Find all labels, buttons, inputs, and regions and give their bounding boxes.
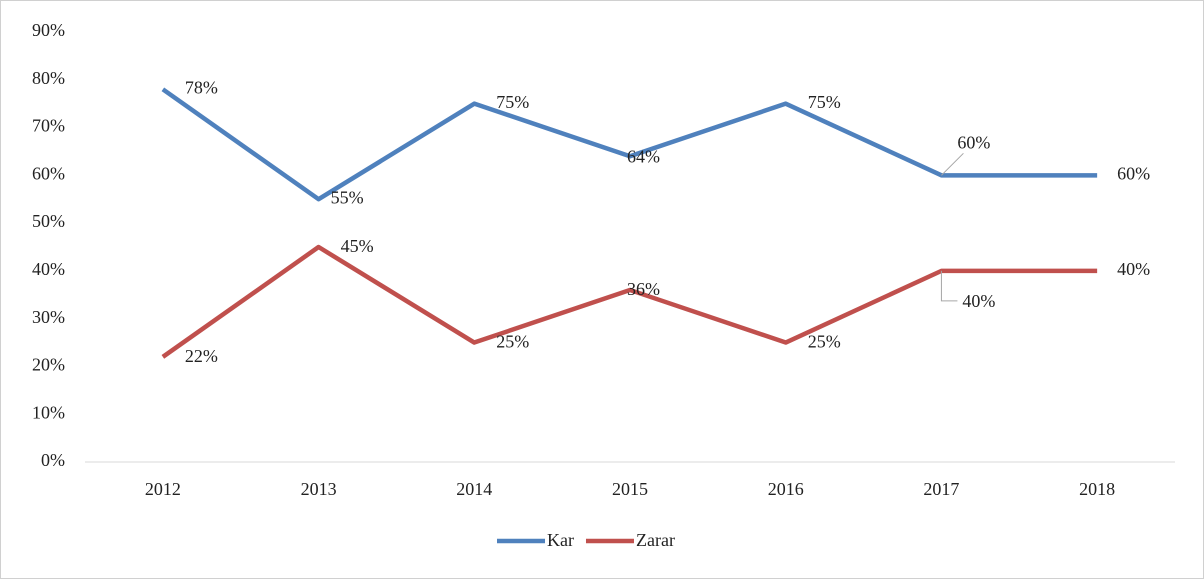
data-label: 60% xyxy=(957,132,990,152)
data-label: 40% xyxy=(962,291,995,311)
y-tick-label: 40% xyxy=(32,259,65,279)
data-label: 45% xyxy=(341,236,374,256)
data-label: 40% xyxy=(1117,259,1150,279)
x-tick-label: 2017 xyxy=(923,479,959,499)
data-label: 75% xyxy=(808,92,841,112)
x-tick-label: 2014 xyxy=(456,479,492,499)
data-label: 75% xyxy=(496,92,529,112)
x-tick-label: 2018 xyxy=(1079,479,1115,499)
x-tick-label: 2012 xyxy=(145,479,181,499)
y-tick-label: 70% xyxy=(32,116,65,136)
y-tick-label: 0% xyxy=(41,450,65,470)
data-label: 25% xyxy=(496,332,529,352)
y-tick-label: 50% xyxy=(32,211,65,231)
data-label: 55% xyxy=(331,187,364,207)
leader-line xyxy=(940,270,958,302)
data-label: 36% xyxy=(627,279,660,299)
x-tick-label: 2015 xyxy=(612,479,648,499)
y-tick-label: 10% xyxy=(32,402,65,422)
y-tick-label: 60% xyxy=(32,163,65,183)
legend-label: Zarar xyxy=(636,530,675,550)
data-label: 64% xyxy=(627,146,660,166)
x-tick-label: 2016 xyxy=(768,479,804,499)
data-label: 22% xyxy=(185,346,218,366)
y-tick-label: 90% xyxy=(32,20,65,40)
data-label: 78% xyxy=(185,77,218,97)
y-tick-label: 80% xyxy=(32,68,65,88)
leader-line xyxy=(941,152,964,176)
data-label: 60% xyxy=(1117,163,1150,183)
legend-label: Kar xyxy=(547,530,574,550)
x-tick-label: 2013 xyxy=(301,479,337,499)
y-tick-label: 30% xyxy=(32,307,65,327)
y-tick-label: 20% xyxy=(32,355,65,375)
data-label: 25% xyxy=(808,332,841,352)
